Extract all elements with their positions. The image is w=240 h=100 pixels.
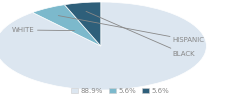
Text: HISPANIC: HISPANIC <box>58 16 205 43</box>
Text: WHITE: WHITE <box>12 27 74 33</box>
Wedge shape <box>65 2 101 46</box>
Text: BLACK: BLACK <box>86 11 195 57</box>
Legend: 88.9%, 5.6%, 5.6%: 88.9%, 5.6%, 5.6% <box>68 85 172 96</box>
Wedge shape <box>33 5 101 46</box>
Wedge shape <box>0 2 206 90</box>
